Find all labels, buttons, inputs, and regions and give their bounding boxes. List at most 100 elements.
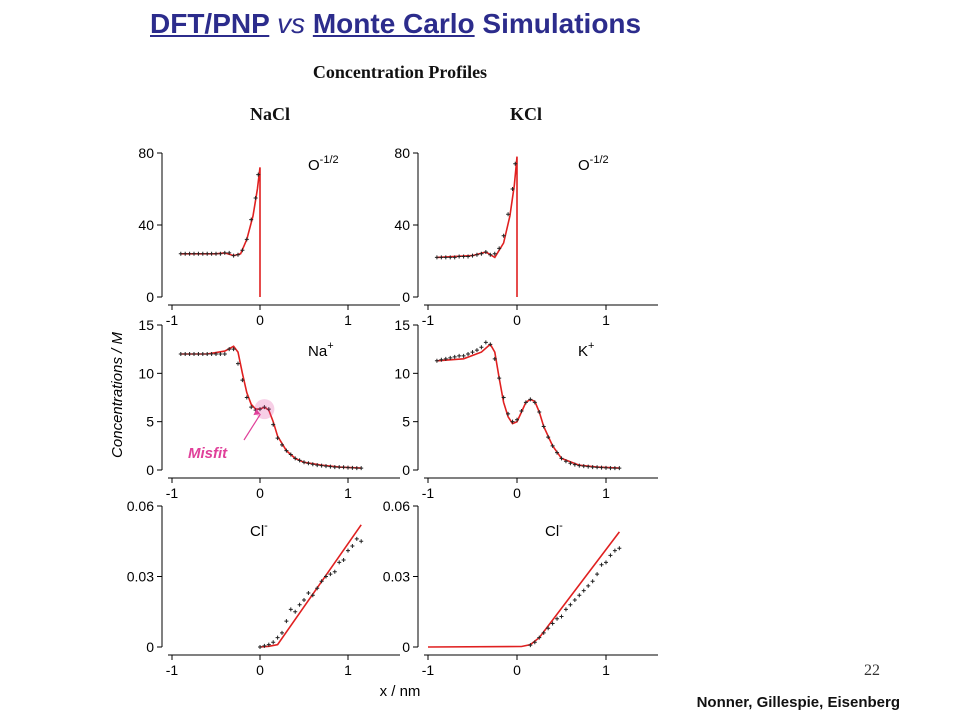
simulation-point (461, 353, 466, 358)
page-number: 22 (864, 662, 880, 679)
x-tick-label: -1 (422, 485, 435, 501)
simulation-point (617, 546, 622, 551)
simulation-point (559, 456, 564, 461)
simulation-point (604, 465, 608, 470)
simulation-point (280, 442, 284, 447)
simulation-point (513, 161, 518, 166)
simulation-point (196, 352, 201, 356)
simulation-point (452, 255, 457, 260)
author-credit: Nonner, Gillespie, Eisenberg (696, 694, 900, 711)
panel-nacl-na: 0 5 10 15 -1 0 1 Na+ (138, 317, 400, 501)
simulation-point (284, 448, 289, 453)
simulation-point (581, 588, 586, 593)
simulation-point (315, 586, 320, 591)
theory-curve (436, 343, 620, 469)
simulation-point (581, 464, 586, 469)
simulation-point (537, 635, 542, 640)
simulation-point (563, 607, 568, 612)
simulation-point (249, 405, 254, 410)
x-tick-label: 1 (602, 662, 610, 678)
simulation-point (577, 593, 582, 598)
simulation-point (608, 553, 613, 558)
x-axis-label: x / nm (380, 683, 421, 700)
theory-curve (427, 531, 621, 648)
species-label-superscript: -1/2 (320, 154, 339, 166)
simulation-point (617, 466, 622, 471)
simulation-point (563, 459, 568, 464)
panel-kcl-cl: 0 0.03 0.06 -1 0 1 Cl- (383, 498, 658, 678)
simulation-point (439, 357, 444, 362)
x-tick-label: 0 (256, 485, 264, 501)
simulation-point (244, 237, 249, 242)
x-tick-label: 1 (344, 312, 352, 328)
simulation-point (183, 251, 188, 256)
simulation-point (324, 464, 328, 469)
simulation-point (328, 464, 333, 469)
simulation-point (506, 411, 511, 416)
simulation-point (546, 435, 551, 440)
simulation-point (466, 352, 471, 356)
simulation-point (293, 456, 298, 461)
simulation-point (604, 560, 608, 565)
simulation-point (293, 609, 298, 614)
species-label-superscript: - (264, 520, 268, 532)
simulation-point (341, 465, 346, 470)
simulation-point (599, 562, 604, 567)
simulation-point (256, 172, 261, 177)
y-tick-label: 40 (394, 217, 410, 233)
simulation-point (332, 569, 337, 574)
column-title-kcl: KCl (509, 104, 542, 124)
simulation-point (214, 251, 218, 256)
simulation-point (258, 645, 262, 649)
simulation-point (240, 248, 245, 253)
simulation-point (310, 593, 315, 598)
simulation-point (586, 464, 591, 469)
simulation-point (528, 397, 533, 402)
panel-nacl-cl: 0 0.03 0.06 -1 0 1 Cl- (127, 498, 400, 678)
y-tick-label: 5 (146, 414, 154, 430)
simulation-point (231, 347, 236, 352)
simulation-point (488, 342, 493, 347)
species-label: Na+ (308, 340, 334, 360)
simulation-point (218, 251, 223, 256)
y-tick-label: 10 (394, 365, 410, 381)
simulation-point (479, 251, 484, 256)
simulation-point (541, 630, 546, 635)
simulation-point (306, 590, 311, 595)
x-tick-label: -1 (166, 485, 179, 501)
simulation-point (209, 251, 214, 256)
y-tick-label: 0 (402, 289, 410, 305)
simulation-point (209, 352, 214, 356)
y-tick-label: 0 (146, 462, 154, 478)
y-tick-label: 0.03 (383, 569, 410, 585)
y-tick-label: 0.06 (127, 498, 154, 514)
y-tick-label: 10 (138, 365, 154, 381)
simulation-point (550, 443, 555, 448)
simulation-point (324, 574, 328, 579)
simulation-point (222, 250, 227, 255)
simulation-point (497, 246, 502, 251)
simulation-point (227, 347, 232, 352)
simulation-point (532, 400, 537, 405)
simulation-point (457, 254, 462, 259)
simulation-point (302, 460, 306, 465)
x-tick-label: 1 (344, 662, 352, 678)
simulation-point (474, 252, 479, 257)
simulation-point (528, 643, 533, 648)
simulation-point (205, 352, 210, 356)
simulation-point (577, 463, 582, 468)
simulation-point (310, 462, 315, 467)
theory-curve (180, 345, 362, 469)
simulation-point (271, 422, 276, 427)
simulation-point (457, 353, 462, 358)
simulation-point (434, 358, 439, 363)
theory-curve (180, 167, 261, 297)
simulation-point (253, 196, 258, 200)
simulation-point (275, 635, 280, 640)
simulation-point (192, 251, 196, 256)
simulation-point (448, 255, 453, 260)
simulation-point (266, 642, 271, 647)
species-label-superscript: + (327, 340, 333, 352)
simulation-point (227, 250, 232, 255)
simulation-point (183, 352, 188, 356)
